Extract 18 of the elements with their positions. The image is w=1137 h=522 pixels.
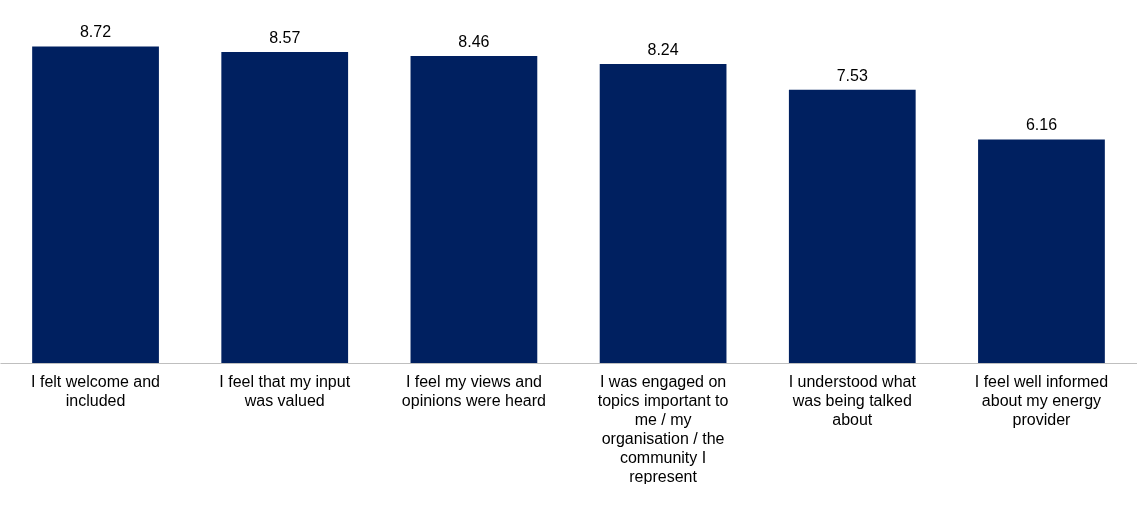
data-label: 8.72 <box>79 23 112 41</box>
x-tick-label: I understood what was being talked about <box>788 372 917 428</box>
bar <box>32 46 159 363</box>
data-label: 8.57 <box>269 28 301 46</box>
x-tick-label: I felt welcome and included <box>31 372 161 409</box>
bar <box>410 55 538 363</box>
data-label: 6.16 <box>1025 116 1058 134</box>
data-label: 8.24 <box>647 40 679 58</box>
bar <box>221 51 349 363</box>
data-label: 7.53 <box>836 66 868 84</box>
data-label: 8.46 <box>458 32 490 50</box>
bar <box>978 139 1105 363</box>
x-tick-label: I feel that my input was valued <box>219 372 351 409</box>
x-tick-label: I feel well informed about my energy provider <box>974 372 1109 428</box>
x-tick-label: I feel my views and opinions were heard <box>401 372 546 409</box>
x-tick-label: I was engaged on topics important to me / my organisation / the community I represent <box>597 372 729 485</box>
bar <box>599 63 727 363</box>
bar <box>788 89 916 363</box>
